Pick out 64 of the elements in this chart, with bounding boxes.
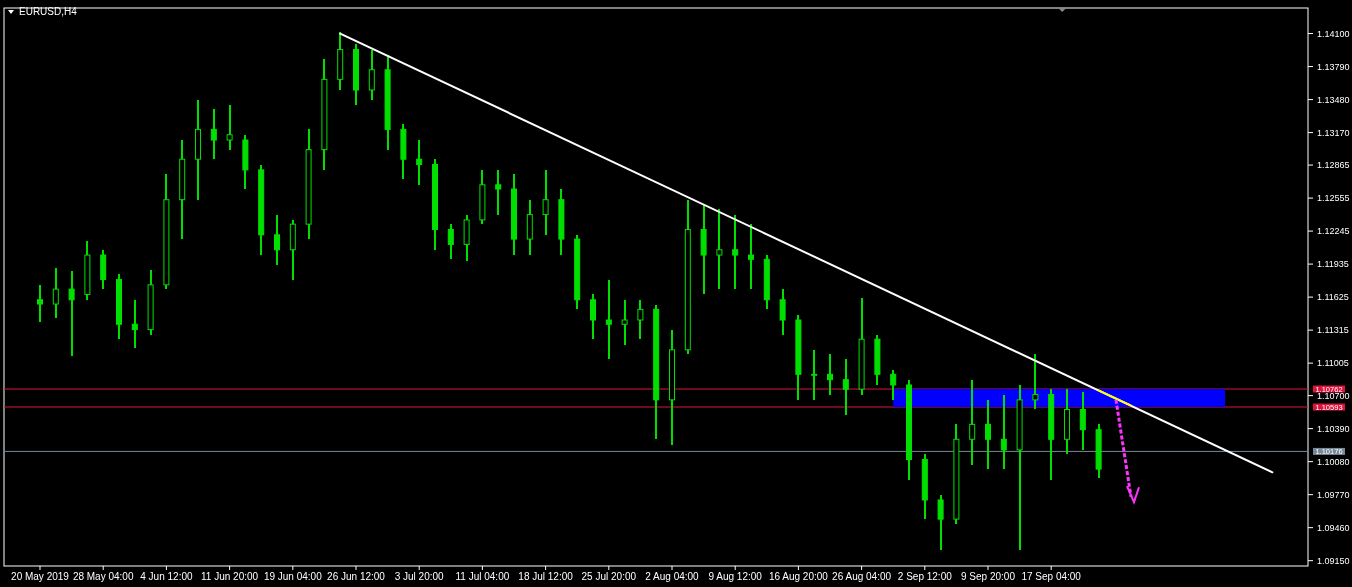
x-tick-label: 11 Jul 04:00 — [455, 571, 510, 582]
candlestick — [890, 369, 897, 401]
candlestick — [274, 213, 280, 266]
candlestick — [732, 213, 739, 291]
x-tick-label: 28 May 04:00 — [72, 571, 134, 582]
x-tick-label: 25 Jul 20:00 — [581, 571, 637, 582]
candlestick — [1032, 353, 1039, 411]
candlestick — [226, 103, 233, 151]
candlestick — [779, 288, 786, 336]
candlestick — [969, 378, 976, 466]
x-tick-label: 20 May 2019 — [11, 571, 70, 582]
candlestick — [827, 353, 833, 396]
candlestick — [842, 358, 849, 416]
candlestick — [748, 223, 754, 291]
candlestick — [985, 398, 991, 471]
candlestick — [716, 208, 723, 291]
candlestick — [68, 270, 75, 358]
x-tick-label: 18 Jul 12:00 — [518, 571, 574, 582]
y-tick-label: 1.13170 — [1317, 127, 1350, 138]
y-tick-label: 1.11935 — [1317, 259, 1349, 270]
candlestick — [811, 348, 818, 401]
candlestick — [495, 168, 502, 216]
x-tick-label: 9 Aug 12:00 — [708, 571, 763, 582]
y-tick-label: 1.12555 — [1317, 193, 1350, 204]
candlestick — [590, 293, 596, 341]
x-tick-label: 11 Jun 20:00 — [201, 571, 259, 582]
x-tick-label: 2 Sep 12:00 — [897, 571, 953, 582]
y-tick-label: 1.12245 — [1317, 226, 1350, 237]
candlestick — [131, 298, 138, 349]
y-tick-label: 1.09150 — [1317, 555, 1350, 566]
x-tick-label: 19 Jun 04:00 — [263, 571, 323, 582]
candlestick — [637, 298, 644, 341]
candlestick — [416, 139, 423, 186]
y-tick-label: 1.12865 — [1317, 160, 1350, 171]
y-tick-label: 1.09460 — [1317, 522, 1350, 533]
y-tick-label: 1.13790 — [1317, 61, 1350, 72]
candlestick — [368, 48, 375, 101]
candlestick — [542, 168, 549, 236]
candlestick — [37, 283, 43, 324]
candlestick — [210, 108, 217, 161]
candlestick — [52, 266, 59, 319]
x-tick-label: 3 Jul 20:00 — [394, 571, 445, 582]
candlestick — [447, 223, 454, 261]
candlestick — [1079, 391, 1086, 451]
x-tick-label: 4 Jun 12:00 — [140, 571, 193, 582]
x-tick-label: 9 Sep 20:00 — [961, 571, 1016, 582]
chart-title: EURUSD,H4 — [19, 6, 78, 17]
y-tick-label: 1.11005 — [1317, 358, 1349, 369]
candlestick — [605, 278, 612, 361]
y-tick-label: 1.13480 — [1317, 94, 1350, 105]
x-tick-label: 26 Jun 12:00 — [327, 571, 386, 582]
candlestick — [937, 493, 944, 552]
x-tick-label: 2 Aug 04:00 — [645, 571, 700, 582]
y-tick-label: 1.14100 — [1317, 28, 1350, 39]
y-tick-label: 1.10390 — [1317, 423, 1350, 434]
candlestick — [1000, 393, 1007, 471]
candlestick — [621, 298, 628, 346]
x-tick-label: 16 Aug 20:00 — [768, 571, 829, 582]
x-tick-label: 26 Aug 04:00 — [832, 571, 892, 582]
y-tick-label: 1.11625 — [1317, 292, 1349, 303]
x-tick-label: 17 Sep 04:00 — [1021, 571, 1082, 582]
y-tick-label: 1.10080 — [1317, 456, 1350, 467]
y-tick-label: 1.09770 — [1317, 489, 1350, 500]
y-tick-label: 1.11315 — [1317, 325, 1349, 336]
